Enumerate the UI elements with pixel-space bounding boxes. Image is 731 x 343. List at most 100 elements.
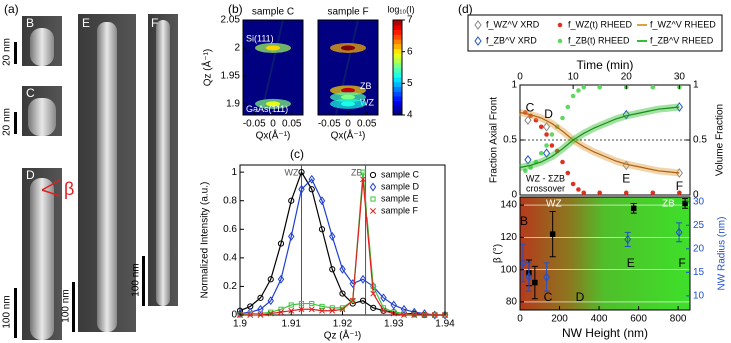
marker bbox=[369, 171, 377, 179]
tick-label: 0.05 bbox=[282, 119, 302, 130]
axis-label: Volume Fraction bbox=[715, 104, 726, 176]
marker bbox=[421, 312, 428, 318]
legend-label: f_WZ^V XRD bbox=[486, 19, 540, 29]
colorbar-step bbox=[393, 72, 402, 78]
marker bbox=[565, 170, 571, 176]
marker bbox=[309, 300, 315, 307]
nanowire bbox=[28, 98, 56, 136]
tick-label: 0.4 bbox=[223, 252, 237, 263]
series-line bbox=[239, 170, 445, 316]
tick-label: 120 bbox=[500, 232, 517, 243]
spot bbox=[341, 87, 355, 93]
legend-label: f_ZB^V RHEED bbox=[650, 35, 714, 45]
point-label: E bbox=[627, 256, 635, 270]
point-label: D bbox=[544, 107, 553, 121]
legend-label: f_ZB^V XRD bbox=[486, 35, 537, 45]
colorbar-step bbox=[393, 43, 402, 49]
marker bbox=[319, 307, 325, 314]
marker bbox=[560, 115, 565, 121]
tick-label: 1.91 bbox=[282, 319, 302, 330]
marker bbox=[576, 88, 581, 93]
colorbar-tick-label: 5 bbox=[407, 78, 413, 89]
axis-label: Qz (Å⁻¹) bbox=[201, 49, 214, 87]
tick-label: 0.5 bbox=[693, 135, 707, 146]
sem-label: E bbox=[82, 16, 90, 30]
legend-label: sample E bbox=[381, 193, 419, 203]
marker bbox=[278, 306, 284, 312]
marker bbox=[329, 307, 336, 314]
tick-label: 30 bbox=[693, 196, 705, 207]
spot bbox=[266, 45, 280, 51]
marker bbox=[288, 231, 295, 241]
marker bbox=[538, 124, 544, 130]
nanowire bbox=[30, 28, 54, 66]
error-bar bbox=[543, 262, 550, 292]
tick-label: 1 bbox=[511, 80, 517, 91]
marker bbox=[277, 274, 285, 284]
marker bbox=[411, 312, 418, 318]
marker bbox=[650, 190, 656, 196]
series-line bbox=[519, 106, 680, 169]
marker bbox=[329, 305, 335, 311]
region-label: WZ bbox=[546, 199, 562, 210]
tick-label: 10 bbox=[693, 291, 705, 302]
scale-label: 20 nm bbox=[2, 108, 13, 136]
marker bbox=[339, 290, 346, 297]
marker bbox=[623, 190, 629, 196]
marker bbox=[370, 196, 376, 202]
marker bbox=[570, 181, 576, 187]
marker bbox=[298, 184, 305, 194]
tick-label: 10 bbox=[568, 72, 580, 83]
marker bbox=[257, 304, 264, 314]
panel-label: (c) bbox=[290, 147, 304, 161]
legend-label: f_WZ^V RHEED bbox=[650, 19, 716, 29]
legend-label: sample C bbox=[381, 169, 420, 179]
tick-label: 0 bbox=[693, 190, 699, 201]
marker bbox=[257, 294, 264, 301]
point-label: C bbox=[544, 290, 553, 304]
sem-label: C bbox=[26, 86, 35, 100]
marker bbox=[538, 150, 544, 156]
legend-swatch-bg bbox=[367, 170, 441, 181]
tick-label: 1.94 bbox=[435, 319, 455, 330]
scale-bar bbox=[14, 112, 17, 134]
tick-label: 0 bbox=[270, 119, 276, 130]
tick-label: 0.2 bbox=[223, 281, 237, 292]
spot-label: GaAs(111) bbox=[246, 104, 288, 114]
marker bbox=[549, 132, 555, 137]
marker bbox=[359, 274, 367, 284]
scale-label: 100 nm bbox=[131, 263, 142, 296]
colorbar-step bbox=[393, 62, 402, 68]
marker bbox=[308, 306, 315, 313]
legend-swatch-bg bbox=[367, 194, 441, 205]
chart-title: sample C bbox=[252, 7, 294, 18]
marker bbox=[247, 312, 254, 318]
tick-label: 80 bbox=[506, 297, 518, 308]
marker bbox=[474, 36, 482, 46]
scale-bar bbox=[14, 42, 17, 64]
marker bbox=[370, 304, 377, 311]
marker bbox=[624, 234, 632, 245]
point-label: C bbox=[526, 100, 535, 114]
marker bbox=[519, 258, 527, 268]
x-axis-label: Qz (Å⁻¹) bbox=[324, 329, 362, 342]
legend-box bbox=[467, 14, 723, 52]
marker bbox=[581, 190, 587, 196]
colorbar-frame bbox=[392, 19, 403, 116]
axis-label: β (°) bbox=[493, 244, 504, 263]
marker bbox=[565, 104, 571, 110]
marker bbox=[278, 309, 284, 316]
marker bbox=[360, 169, 366, 175]
region-label: ZB bbox=[662, 199, 675, 210]
colorbar-step bbox=[393, 91, 402, 97]
colorbar-step bbox=[393, 81, 402, 87]
colorbar-step bbox=[393, 110, 402, 116]
colorbar-tick-label: 4 bbox=[407, 110, 413, 121]
tick-label: 0.5 bbox=[503, 135, 517, 146]
marker bbox=[524, 115, 532, 126]
marker bbox=[597, 190, 602, 196]
series-line bbox=[239, 178, 445, 316]
tick-label: 0.05 bbox=[357, 119, 377, 130]
panel-label: (b) bbox=[228, 2, 243, 16]
